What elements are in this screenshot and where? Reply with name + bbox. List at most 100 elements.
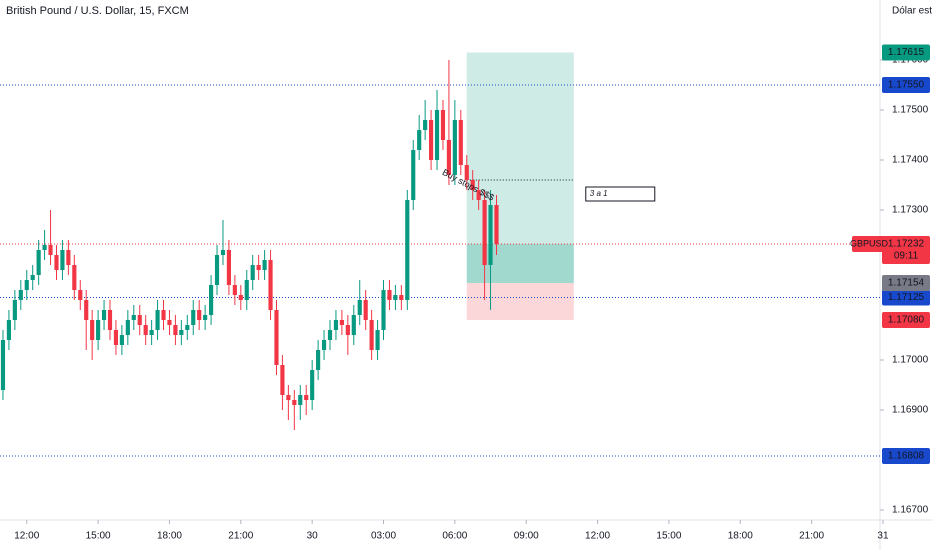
candle-body (286, 395, 291, 400)
candle-body (18, 290, 23, 300)
x-tick-label: 06:00 (442, 531, 467, 542)
level-tag: 1.17125 (888, 292, 925, 303)
candle-body (203, 315, 208, 320)
candle-body (339, 320, 344, 325)
candle-body (226, 250, 231, 285)
candle-body (345, 325, 350, 335)
candle-body (220, 250, 226, 255)
candle-body (488, 205, 493, 265)
y-tick-label: 1.17500 (892, 105, 929, 116)
candle-body (417, 130, 422, 150)
candle-body (131, 315, 136, 320)
y-tick-label: 1.17300 (892, 205, 929, 216)
candle-body (137, 315, 142, 325)
candle-body (24, 280, 29, 290)
candle-body (280, 365, 285, 395)
chart-title: British Pound / U.S. Dollar, 15, FXCM (6, 5, 189, 17)
symbol-tag-bg (852, 236, 886, 252)
candle-body (482, 200, 487, 265)
last-price-label: 1.17232 (888, 239, 925, 250)
x-tick-label: 12:00 (14, 531, 39, 542)
candle-body (12, 300, 17, 320)
level-tag-bg (882, 448, 930, 464)
candle-body (232, 285, 237, 295)
entry-tag: 1.17154 (888, 278, 925, 289)
candle-body (244, 280, 249, 300)
stop-tag: 1.17080 (888, 315, 925, 326)
y-tick-label: 1.17400 (892, 155, 929, 166)
candle-body (185, 325, 190, 330)
candle-body (96, 320, 101, 340)
level-tag-bg (882, 77, 930, 93)
candle-body (262, 260, 267, 270)
countdown-label: 09:11 (894, 251, 919, 262)
candle-body (6, 320, 11, 340)
y-tick-label: 1.17000 (892, 355, 929, 366)
candle-body (125, 320, 130, 335)
x-tick-label: 18:00 (728, 531, 753, 542)
x-tick-label: 30 (307, 531, 319, 542)
candle-body (197, 310, 202, 320)
candle-body (321, 340, 327, 350)
candle-body (333, 320, 339, 330)
candle-body (119, 335, 124, 345)
candle-body (36, 250, 41, 275)
candle-body (250, 265, 255, 280)
candle-body (149, 330, 154, 335)
candle-body (399, 295, 404, 300)
candle-body (381, 290, 386, 330)
candle-body (405, 200, 410, 300)
candle-body (440, 110, 446, 140)
candle-body (363, 300, 368, 320)
x-tick-label: 15:00 (656, 531, 681, 542)
x-tick-label: 12:00 (585, 531, 610, 542)
x-tick-label: 09:00 (514, 531, 539, 542)
candle-body (107, 310, 113, 330)
candle-body (423, 120, 428, 130)
candle-body (292, 400, 297, 405)
candle-body (452, 120, 457, 175)
x-tick-label: 03:00 (371, 531, 396, 542)
y-tick-label: 1.16900 (892, 405, 929, 416)
x-tick-label: 31 (877, 531, 889, 542)
candle-body (78, 290, 83, 300)
candle-body (434, 110, 440, 160)
symbol-tag: GBPUSD (850, 238, 889, 248)
candle-body (375, 330, 380, 350)
candle-body (316, 350, 321, 370)
candle-body (387, 290, 392, 300)
candle-body (30, 275, 35, 280)
candle-body (304, 395, 309, 400)
candle-body (446, 140, 451, 175)
candle-body (60, 250, 65, 270)
candle-body (72, 265, 77, 290)
candle-body (298, 395, 303, 405)
candle-body (214, 255, 220, 285)
candle-body (90, 320, 95, 340)
candle-body (0, 340, 6, 390)
candle-body (256, 265, 261, 270)
candle-body (494, 205, 499, 244)
candle-body (54, 255, 59, 270)
candle-body (155, 310, 160, 330)
level-tag-bg (882, 289, 930, 306)
candle-body (464, 165, 469, 180)
candle-body (113, 330, 119, 345)
ratio-box (585, 186, 656, 202)
candle-body (310, 370, 315, 400)
currency-label: Dólar esta (892, 6, 932, 17)
x-tick-label: 15:00 (86, 531, 111, 542)
candle-body (357, 300, 362, 315)
ratio-label: 3 a 1 (590, 189, 608, 198)
x-tick-label: 18:00 (157, 531, 182, 542)
candle-body (167, 320, 172, 325)
candle-body (369, 320, 374, 350)
candle-body (351, 315, 356, 335)
candle-body (458, 120, 463, 165)
y-tick-label: 1.16700 (892, 505, 929, 516)
candle-body (238, 295, 243, 300)
level-tag: 1.17550 (888, 80, 925, 91)
target-tag-bg (882, 44, 930, 61)
candle-body (476, 190, 481, 200)
